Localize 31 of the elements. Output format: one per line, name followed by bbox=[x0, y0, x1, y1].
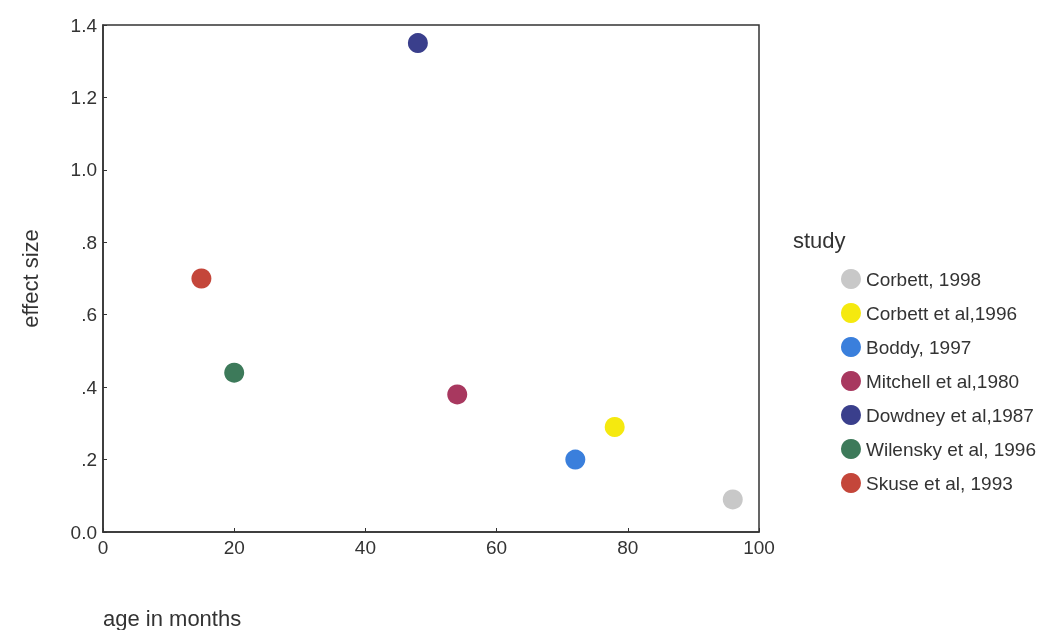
y-tick-label: .4 bbox=[81, 376, 98, 398]
point bbox=[191, 268, 212, 289]
y-tick-label: 1.4 bbox=[70, 14, 98, 36]
legend-title: study bbox=[793, 227, 846, 253]
y-tick-label: .6 bbox=[81, 304, 97, 326]
x-axis-title: age in months bbox=[103, 605, 242, 631]
x-tick-label: 80 bbox=[617, 537, 639, 558]
y-tick-label: .2 bbox=[81, 449, 97, 471]
legend-label: Skuse et al, 1993 bbox=[865, 472, 1013, 494]
x-tick-label: 60 bbox=[486, 537, 508, 558]
point bbox=[722, 489, 743, 510]
y-tick-label: 1.2 bbox=[70, 86, 97, 108]
point bbox=[447, 384, 468, 405]
point bbox=[407, 33, 428, 54]
y-tick-label: 1.0 bbox=[70, 159, 97, 181]
legend-label: Mitchell et al,1980 bbox=[865, 370, 1020, 392]
legend-label: Corbett, 1998 bbox=[865, 268, 982, 290]
point bbox=[565, 449, 586, 470]
legend-label: Dowdney et al,1987 bbox=[865, 404, 1034, 426]
x-tick-label: 0 bbox=[97, 537, 109, 558]
legend-label: Boddy, 1997 bbox=[865, 336, 972, 358]
y-axis-title: effect size bbox=[17, 229, 43, 328]
point bbox=[224, 362, 245, 383]
y-tick-label: .8 bbox=[81, 231, 97, 253]
x-tick-label: 40 bbox=[354, 537, 376, 558]
x-tick-label: 100 bbox=[743, 537, 775, 558]
legend-label: Corbett et al,1996 bbox=[865, 302, 1018, 324]
y-tick-label: 0.0 bbox=[70, 521, 97, 543]
legend-label: Wilensky et al, 1996 bbox=[865, 438, 1037, 460]
point bbox=[604, 416, 625, 437]
x-tick-label: 20 bbox=[223, 537, 245, 558]
